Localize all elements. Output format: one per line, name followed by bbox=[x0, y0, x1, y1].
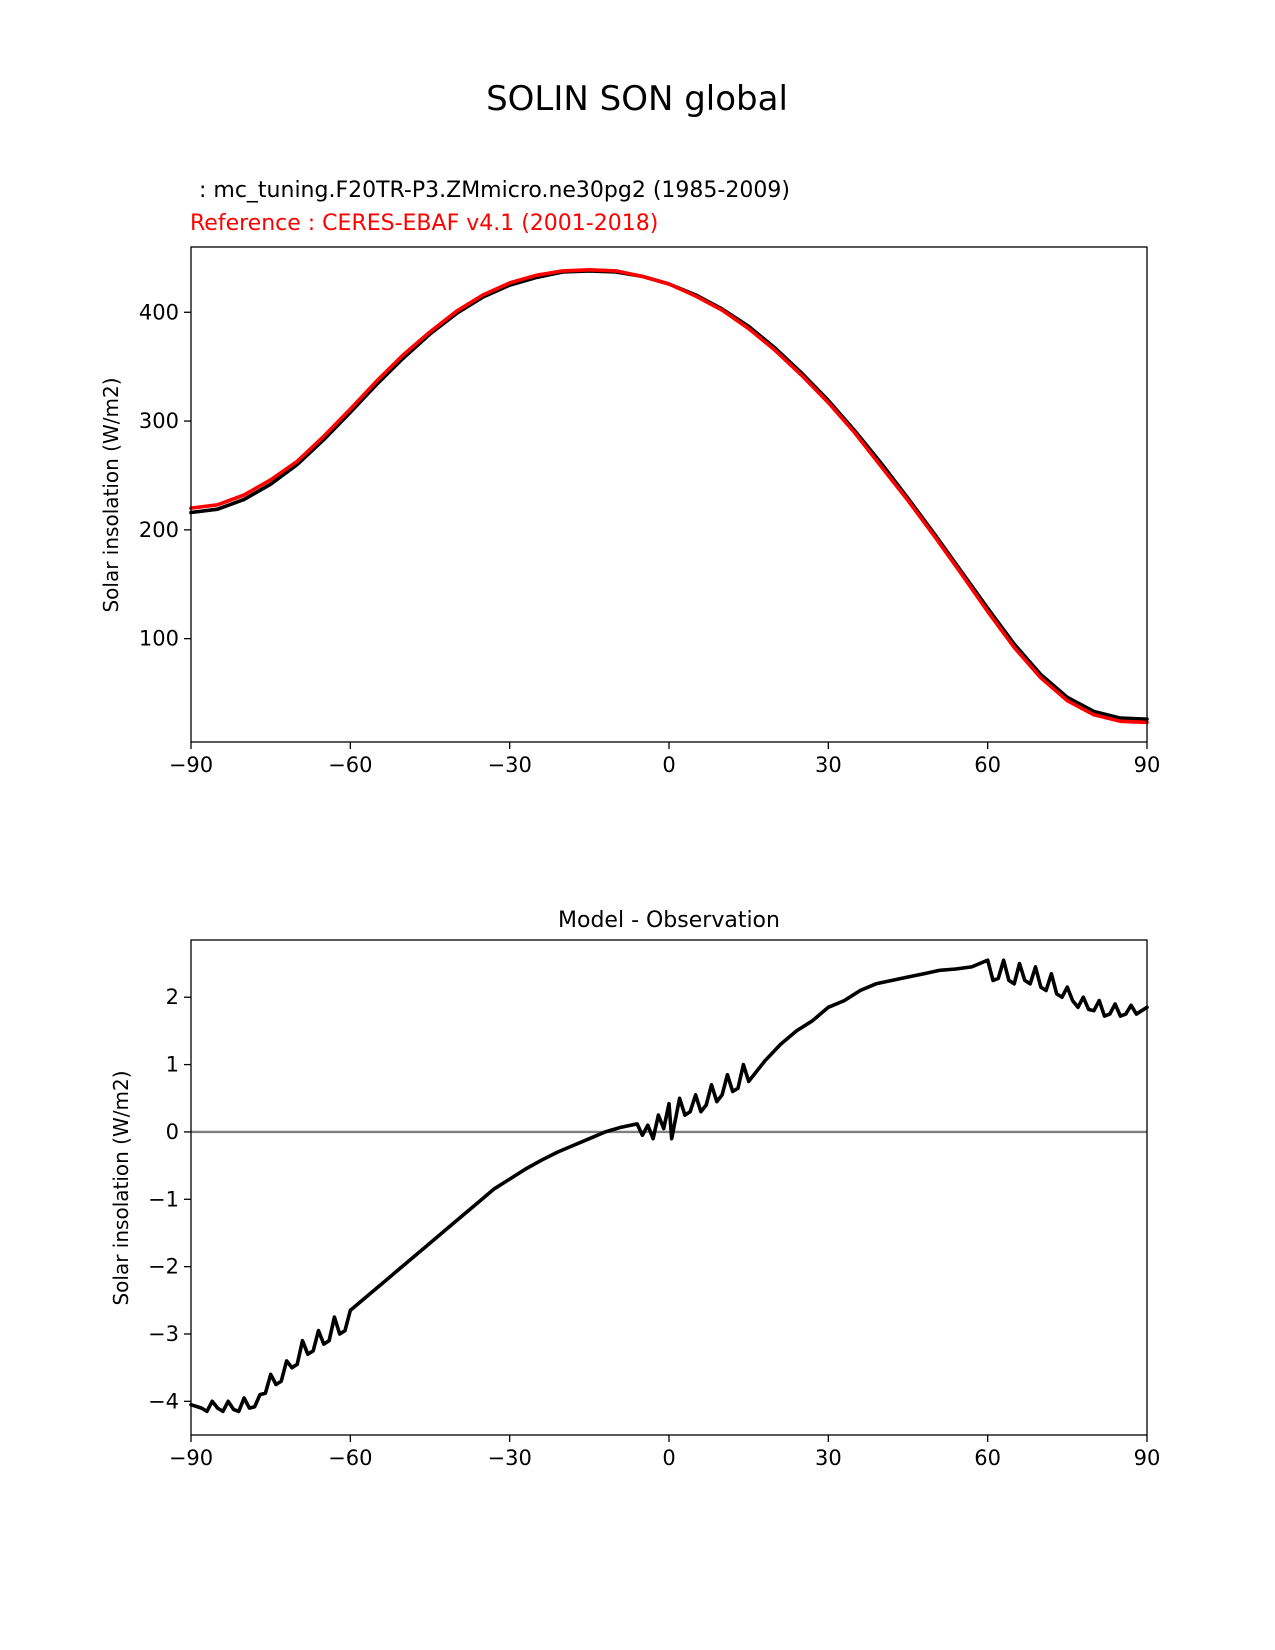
bottom-ytick-label: −2 bbox=[148, 1255, 179, 1279]
top-axes-ticks: −90 −60 −30 0 30 60 90 100 200 300 400 bbox=[139, 300, 1160, 777]
bottom-series-line-0 bbox=[189, 958, 1149, 1414]
top-plot-area bbox=[189, 267, 1149, 725]
bottom-title: Model - Observation bbox=[558, 908, 780, 933]
bottom-ytick-label: 2 bbox=[166, 985, 179, 1009]
top-xtick-label: 60 bbox=[974, 753, 1001, 777]
figure-title: SOLIN SON global bbox=[486, 79, 788, 119]
top-xtick-label: −30 bbox=[488, 753, 532, 777]
top-ytick-label: 300 bbox=[139, 409, 179, 433]
bottom-xtick-label: −60 bbox=[328, 1446, 372, 1470]
top-ytick-label: 200 bbox=[139, 518, 179, 542]
bottom-xtick-label: 0 bbox=[662, 1446, 675, 1470]
reference-label: Reference : CERES-EBAF v4.1 (2001-2018) bbox=[190, 211, 658, 236]
bottom-ytick-label: −4 bbox=[148, 1389, 179, 1413]
bottom-xtick-label: 30 bbox=[815, 1446, 842, 1470]
top-xtick-label: 90 bbox=[1134, 753, 1161, 777]
bottom-ytick-label: 0 bbox=[166, 1120, 179, 1144]
bottom-axes-frame bbox=[190, 939, 1148, 1436]
top-xtick-label: 30 bbox=[815, 753, 842, 777]
top-ylabel: Solar insolation (W/m2) bbox=[99, 377, 123, 612]
top-xtick-label: −60 bbox=[328, 753, 372, 777]
bottom-axes-ticks: −90 −60 −30 0 30 60 90 −4 −3 −2 −1 0 1 2 bbox=[148, 985, 1160, 1470]
bottom-ytick-label: −1 bbox=[148, 1187, 179, 1211]
bottom-xtick-label: 90 bbox=[1134, 1446, 1161, 1470]
bottom-ytick-label: −3 bbox=[148, 1322, 179, 1346]
bottom-ytick-label: 1 bbox=[166, 1053, 179, 1077]
bottom-xtick-label: −30 bbox=[488, 1446, 532, 1470]
top-series-line-0 bbox=[189, 269, 1149, 722]
test-label: : mc_tuning.F20TR-P3.ZMmicro.ne30pg2 (19… bbox=[192, 178, 790, 203]
top-panel: : mc_tuning.F20TR-P3.ZMmicro.ne30pg2 (19… bbox=[99, 178, 1160, 777]
bottom-panel: Model - Observation Solar insolation (W/… bbox=[109, 908, 1160, 1470]
bottom-xtick-label: 60 bbox=[974, 1446, 1001, 1470]
top-ytick-label: 400 bbox=[139, 300, 179, 324]
top-xtick-label: 0 bbox=[662, 753, 675, 777]
bottom-ylabel: Solar insolation (W/m2) bbox=[109, 1070, 133, 1305]
top-xtick-label: −90 bbox=[169, 753, 213, 777]
top-axes-frame bbox=[190, 246, 1148, 743]
top-ytick-label: 100 bbox=[139, 627, 179, 651]
top-series-line-1 bbox=[189, 267, 1149, 725]
bottom-plot-area bbox=[189, 958, 1149, 1414]
bottom-xtick-label: −90 bbox=[169, 1446, 213, 1470]
